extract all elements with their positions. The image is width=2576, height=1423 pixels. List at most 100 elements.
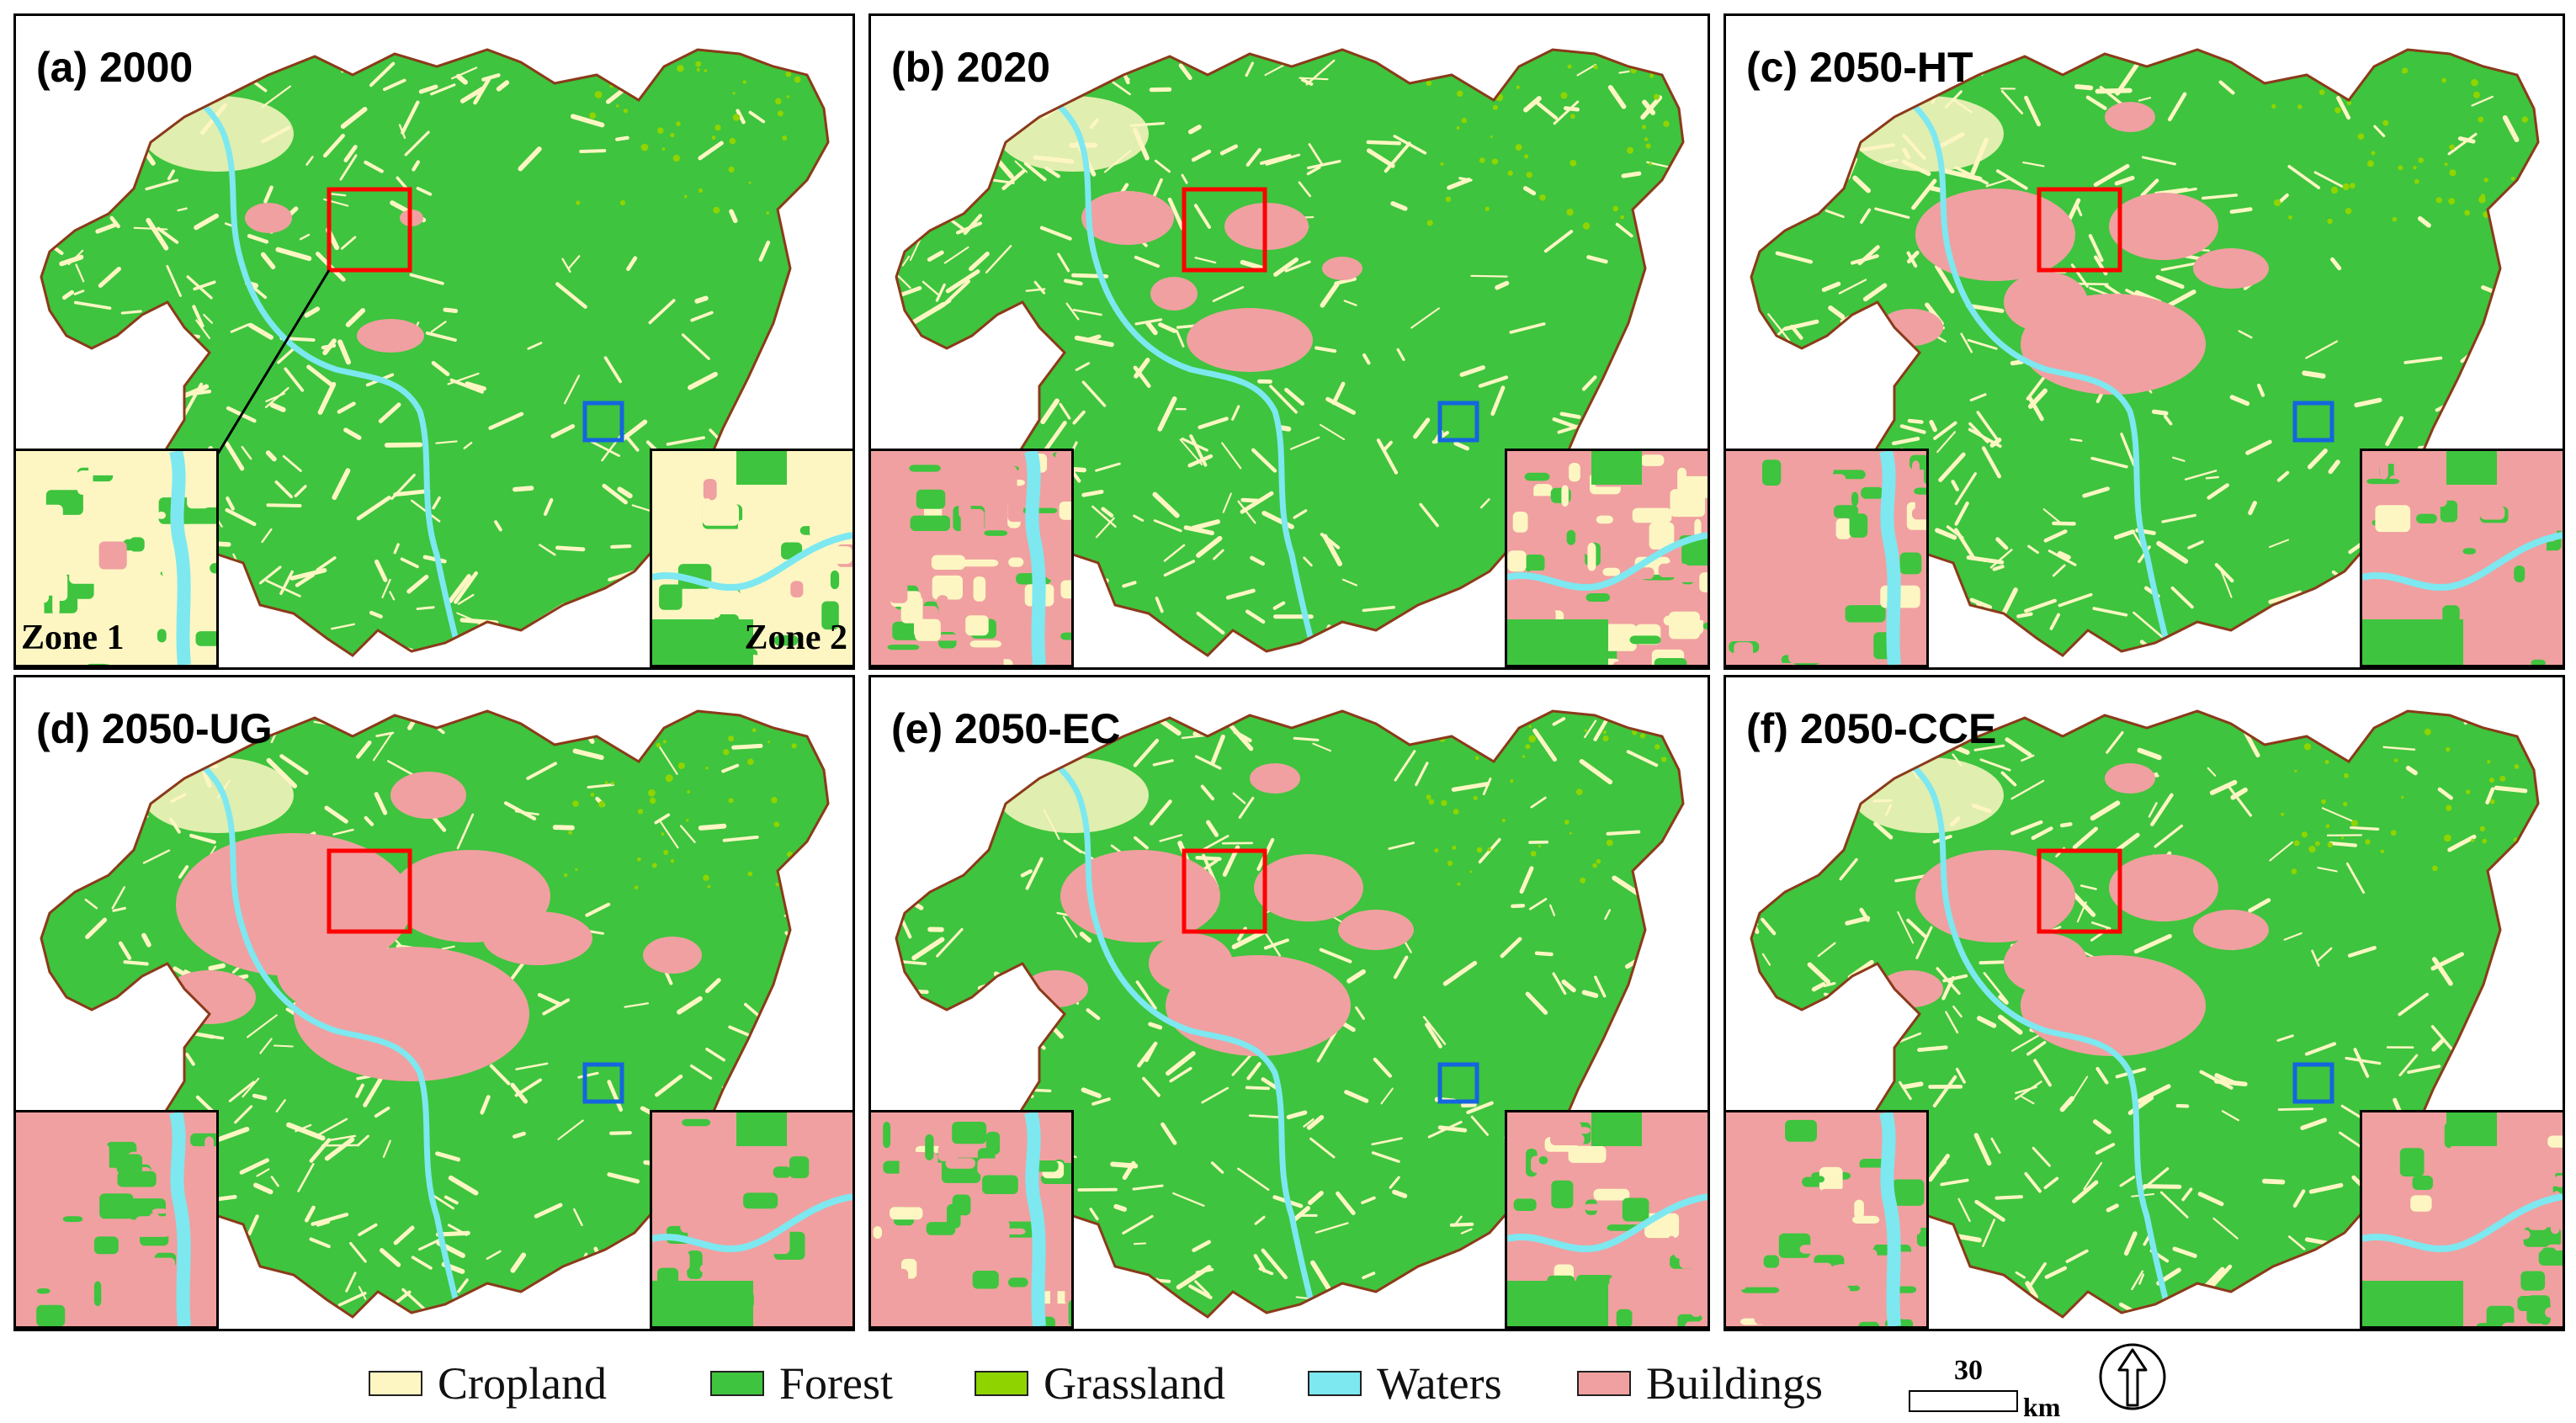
cropland-patch	[91, 1032, 106, 1062]
legend-swatch	[975, 1371, 1028, 1396]
forest-patch	[911, 516, 950, 531]
cropland-patch	[1644, 379, 1651, 389]
grassland-patch	[1564, 820, 1570, 825]
grassland-patch	[2490, 799, 2495, 804]
buildings-patch	[1782, 560, 1791, 578]
buildings-patch	[952, 1256, 968, 1277]
cropland-patch	[1633, 508, 1672, 523]
grassland-patch	[673, 155, 680, 162]
grassland-patch	[575, 868, 577, 871]
cropland-patch	[2517, 714, 2528, 739]
cropland-patch	[2170, 647, 2179, 648]
cropland-patch	[749, 1099, 781, 1105]
buildings-patch	[1904, 1145, 1926, 1154]
cropland-patch	[1537, 953, 1551, 954]
cropland-patch	[1089, 337, 1099, 340]
grassland-patch	[619, 77, 626, 84]
cropland-patch	[1818, 410, 1825, 417]
cropland-patch	[561, 723, 589, 732]
cropland-patch	[2279, 1109, 2312, 1110]
buildings-patch	[1742, 473, 1752, 493]
buildings-patch	[1790, 1206, 1823, 1215]
cropland-patch	[1116, 1207, 1124, 1209]
cropland-patch	[1413, 1283, 1429, 1302]
cropland-patch	[353, 718, 379, 721]
inset-canvas	[871, 1112, 1071, 1326]
buildings-patch	[1050, 1288, 1058, 1309]
cropland-patch	[923, 380, 929, 386]
cropland-patch	[79, 1076, 88, 1085]
cropland-patch	[2260, 709, 2272, 716]
cropland-patch	[101, 155, 104, 164]
buildings-patch	[1068, 1182, 1071, 1207]
grassland-patch	[2358, 134, 2365, 141]
cropland-patch	[1909, 421, 1921, 422]
cropland-patch	[1805, 1068, 1840, 1076]
forest-patch	[1525, 555, 1545, 572]
grassland-patch	[648, 789, 656, 797]
buildings-patch	[204, 1290, 216, 1317]
grassland-patch	[2334, 107, 2341, 114]
grassland-patch	[1427, 220, 1433, 226]
grassland-patch	[1434, 848, 1438, 852]
buildings-patch	[1850, 585, 1878, 603]
cropland-patch	[91, 167, 104, 188]
forest-patch	[1858, 1322, 1879, 1326]
grassland-patch	[568, 831, 572, 835]
cropland-patch	[2510, 934, 2520, 952]
cropland-patch	[2012, 362, 2021, 364]
cropland-patch	[445, 310, 456, 311]
cropland-patch	[151, 390, 162, 404]
grassland-patch	[747, 872, 752, 877]
forest-patch	[2520, 1272, 2545, 1291]
grassland-patch	[641, 144, 649, 151]
cropland-patch	[80, 103, 97, 130]
buildings-patch	[1024, 970, 1088, 1007]
grassland-patch	[2471, 839, 2474, 842]
grassland-patch	[2480, 826, 2485, 831]
river	[1031, 451, 1039, 665]
grassland-patch	[728, 735, 734, 741]
grassland-patch	[656, 743, 661, 748]
grassland-patch	[2499, 873, 2502, 876]
grassland-patch	[624, 109, 628, 113]
buildings-patch	[700, 1265, 710, 1273]
buildings-patch	[1879, 309, 1943, 346]
zone1-inset	[1724, 449, 1929, 667]
cropland-patch	[787, 698, 815, 718]
grassland-patch	[1603, 735, 1609, 741]
grassland-patch	[661, 832, 665, 836]
forest-patch	[1861, 487, 1883, 499]
cropland-patch	[653, 516, 664, 528]
cropland-patch	[1974, 1282, 1984, 1288]
buildings-patch	[1895, 1116, 1912, 1139]
buildings-patch	[643, 937, 702, 974]
grassland-patch	[1528, 735, 1536, 743]
buildings-patch	[1691, 1306, 1702, 1317]
cropland-plain	[142, 96, 294, 172]
cropland-patch	[2478, 408, 2492, 420]
cropland-patch	[1843, 380, 1875, 396]
grassland-patch	[1652, 221, 1659, 228]
forest-patch	[1069, 1299, 1071, 1326]
cropland-patch	[2305, 645, 2340, 648]
buildings-patch	[1574, 1264, 1597, 1273]
buildings-patch	[40, 1125, 56, 1140]
cropland-patch	[227, 1263, 242, 1297]
grassland-patch	[2444, 835, 2451, 842]
buildings-patch	[1893, 1164, 1913, 1177]
buildings-patch	[2511, 1229, 2530, 1239]
buildings-patch	[1787, 577, 1798, 604]
grassland-patch	[778, 110, 783, 116]
buildings-patch	[1835, 1225, 1858, 1240]
grassland-patch	[652, 863, 657, 868]
grassland-patch	[2343, 802, 2347, 806]
cropland-patch	[1932, 626, 1957, 642]
cropland-patch	[2265, 1181, 2283, 1182]
forest-patch	[743, 1192, 778, 1208]
buildings-patch	[1617, 534, 1627, 552]
forest-patch	[984, 530, 1007, 536]
buildings-patch	[193, 1223, 216, 1232]
map-panel-e: (e) 2050-EC	[868, 675, 1710, 1331]
cropland-patch	[976, 1050, 998, 1057]
